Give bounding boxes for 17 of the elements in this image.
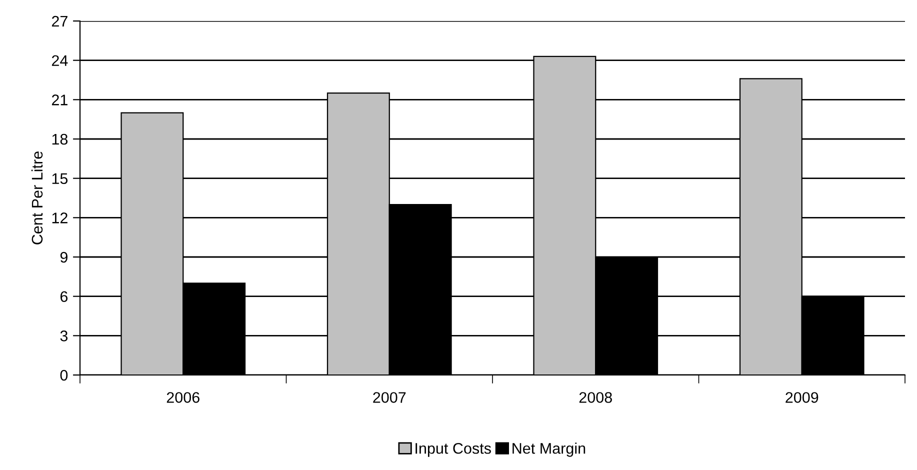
y-tick-label: 12 [52, 212, 68, 224]
legend-label: Net Margin [512, 442, 586, 457]
x-tick-label: 2009 [786, 392, 818, 403]
y-tick-label: 9 [60, 252, 68, 263]
y-axis-title: Cent Per Litre [31, 152, 43, 244]
y-tick-label: 0 [60, 370, 68, 381]
x-tick-label: 2007 [373, 392, 406, 403]
y-tick-label: 6 [60, 291, 68, 302]
y-tick-label: 24 [52, 55, 68, 66]
legend-label: Input Costs [416, 442, 491, 457]
y-tick-label: 27 [52, 16, 68, 27]
y-tick-label: 21 [52, 94, 68, 106]
y-tick-label: 18 [52, 134, 68, 145]
x-tick-label: 2008 [579, 392, 612, 403]
y-tick-label: 15 [52, 173, 68, 184]
x-tick-label: 2006 [166, 392, 200, 403]
y-tick-label: 3 [60, 330, 68, 342]
